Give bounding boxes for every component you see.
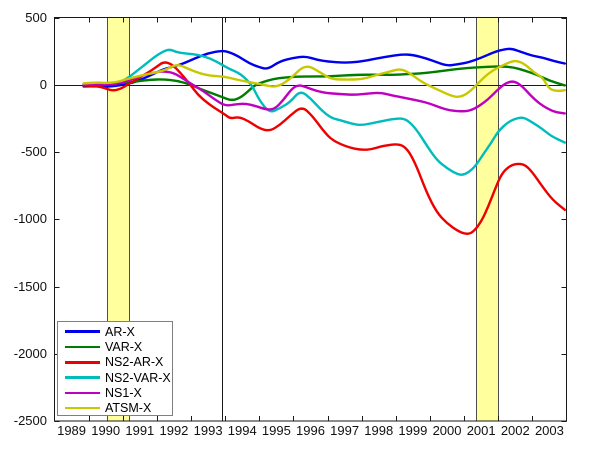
y-tick-label--2000: -2000 [13,345,47,361]
x-tick-label-2001: 2001 [466,423,496,438]
x-tick-label-1996: 1996 [296,423,325,438]
legend-item-label: NS1-X [105,385,142,400]
x-tick-label-2000: 2000 [432,423,462,438]
y-tick-label--1000: -1000 [13,211,47,227]
x-tick-label-1998: 1998 [364,423,394,438]
legend-list: AR-X VAR-X NS2-AR-X NS2-VAR-X NS1-X ATSM-X [58,324,172,416]
y-tick-label--1500: -1500 [13,278,47,294]
legend-line-sample [65,345,100,349]
x-tick-label-1994: 1994 [227,423,257,438]
legend-line-sample [65,406,100,410]
legend-item-NS1-X: NS1-X [58,385,172,400]
x-tick-label-1992: 1992 [159,423,189,438]
legend-item-ATSM-X: ATSM-X [58,400,172,415]
x-tick-label-2003: 2003 [534,423,564,438]
x-tick-label-1997: 1997 [330,423,360,438]
legend-line-sample [65,391,100,395]
x-tick-label-1993: 1993 [193,423,223,438]
legend-item-VAR-X: VAR-X [58,339,172,354]
x-tick-label-1999: 1999 [398,423,428,438]
y-tick-label--500: -500 [20,144,47,159]
legend-line-sample [65,330,100,333]
x-tick-label-1995: 1995 [261,423,291,438]
x-tick-label-1991: 1991 [125,423,155,438]
x-tick-label-1990: 1990 [91,423,121,438]
legend-item-label: AR-X [105,324,135,339]
legend: AR-X VAR-X NS2-AR-X NS2-VAR-X NS1-X ATSM-X [57,321,173,416]
y-tick-label-500: 500 [25,9,47,25]
legend-item-NS2-AR-X: NS2-AR-X [58,355,172,370]
legend-item-label: ATSM-X [105,401,152,416]
legend-line-sample [65,376,100,379]
legend-item-label: VAR-X [105,339,143,354]
y-tick-label-0: 0 [39,76,47,92]
legend-item-label: NS2-VAR-X [105,370,171,385]
x-tick-label-1989: 1989 [57,423,87,438]
legend-item-label: NS2-AR-X [105,355,164,370]
legend-item-NS2-VAR-X: NS2-VAR-X [58,370,172,385]
x-tick-label-2002: 2002 [500,423,530,438]
legend-item-AR-X: AR-X [58,324,172,339]
y-tick-label--2500: -2500 [13,413,47,428]
legend-line-sample [65,360,100,364]
